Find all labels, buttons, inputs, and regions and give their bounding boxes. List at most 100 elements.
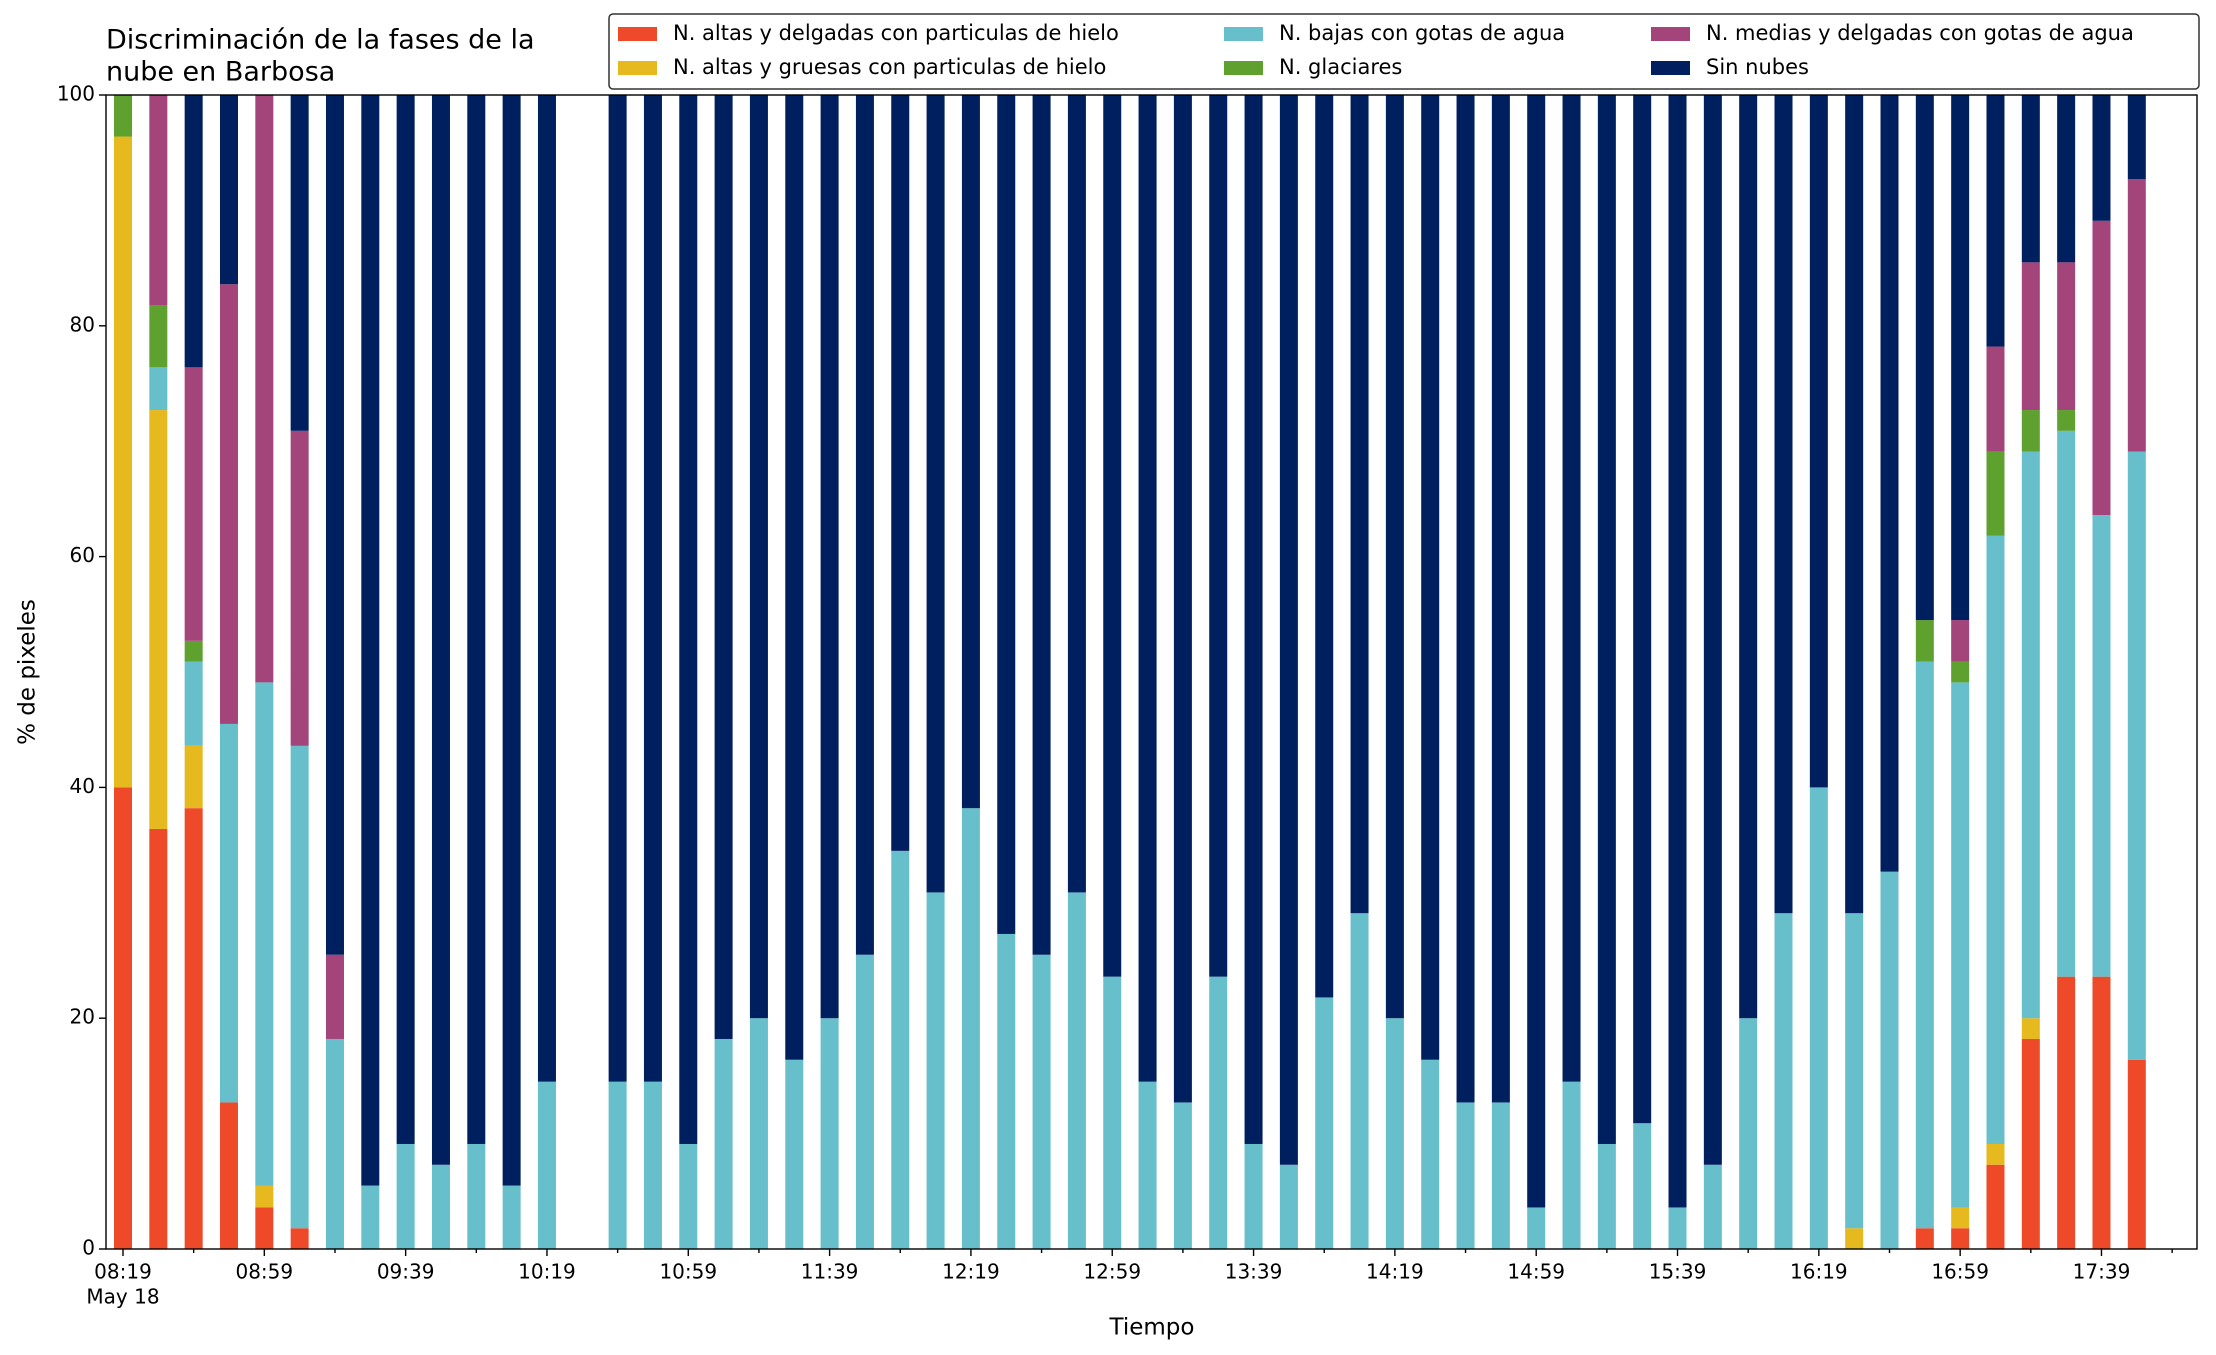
bar-segment	[184, 640, 203, 662]
bar-segment	[855, 95, 874, 955]
bar-segment	[1456, 1102, 1475, 1249]
x-tick-label: 13:39	[1225, 1260, 1283, 1284]
bar-segment	[855, 954, 874, 1249]
legend-label: N. bajas con gotas de agua	[1279, 21, 1565, 45]
x-tick-label: 15:39	[1649, 1260, 1707, 1284]
x-tick-label: 09:39	[377, 1260, 435, 1284]
bar-segment	[1845, 1228, 1864, 1249]
bar-segment	[1951, 661, 1970, 683]
bar-segment	[961, 95, 980, 809]
bar-segment	[926, 892, 945, 1249]
bar-segment	[1986, 1164, 2005, 1249]
bar-segment	[2057, 95, 2076, 263]
bar-segment	[149, 410, 168, 829]
bar-segment	[749, 1018, 768, 1249]
bar-segment	[714, 95, 733, 1039]
bar-segment	[1774, 913, 1793, 1249]
bar-segment	[749, 95, 768, 1019]
bar-segment	[1350, 95, 1369, 914]
bar-segment	[608, 1081, 627, 1249]
bar-segment	[1067, 892, 1086, 1249]
legend-label: N. medias y delgadas con gotas de agua	[1706, 21, 2134, 45]
bar-segment	[961, 808, 980, 1249]
bar-segment	[255, 1185, 274, 1208]
bar-segment	[184, 367, 203, 641]
y-tick-label: 100	[57, 82, 95, 106]
bar-segment	[714, 1038, 733, 1249]
bar-segment	[114, 787, 132, 1249]
bar-segment	[1103, 95, 1122, 977]
bar-segment	[114, 95, 132, 137]
y-tick-label: 40	[70, 774, 95, 798]
bar-segment	[1668, 95, 1687, 1208]
bar-segment	[184, 661, 203, 746]
y-tick-label: 20	[70, 1005, 95, 1029]
bar-segment	[1597, 95, 1616, 1144]
bar-segment	[643, 1081, 662, 1249]
bar-segment	[2127, 95, 2146, 180]
date-label: May 18	[86, 1285, 159, 1309]
bar-segment	[149, 95, 168, 306]
bar-segment	[1173, 1102, 1192, 1249]
bar-segment	[679, 1143, 698, 1249]
bar-segment	[1915, 661, 1934, 1229]
x-tick-label: 08:59	[235, 1260, 293, 1284]
bar-segment	[785, 1059, 804, 1249]
bar-segment	[1103, 976, 1122, 1249]
bar-segment	[1244, 95, 1263, 1144]
bar-segment	[290, 95, 309, 431]
bar-segment	[114, 136, 132, 788]
bar-segment	[2021, 95, 2040, 263]
bar-segment	[2092, 220, 2111, 516]
bar-segment	[1244, 1143, 1263, 1249]
bar-segment	[502, 1185, 521, 1249]
bar-segment	[290, 745, 309, 1229]
bar-segment	[1880, 95, 1899, 872]
bar-segment	[325, 1038, 344, 1249]
bar-segment	[891, 850, 910, 1249]
bar-segment	[1880, 871, 1899, 1249]
bar-segment	[1951, 682, 1970, 1208]
bar-segment	[325, 95, 344, 955]
bar-segment	[1915, 1228, 1934, 1249]
x-tick-label: 17:39	[2073, 1260, 2131, 1284]
bar-segment	[2021, 262, 2040, 411]
bar-segment	[502, 95, 521, 1186]
bar-segment	[2127, 179, 2146, 452]
bar-segment	[2092, 515, 2111, 977]
x-tick-label: 08:19	[94, 1260, 152, 1284]
bar-segment	[1350, 913, 1369, 1249]
bar-segment	[537, 1081, 556, 1249]
bar-segment	[1809, 787, 1828, 1249]
bar-segment	[1067, 95, 1086, 893]
bar-segment	[361, 1185, 380, 1249]
bar-segment	[1279, 95, 1298, 1165]
bar-segment	[1491, 1102, 1510, 1249]
legend-box	[608, 13, 2200, 90]
x-tick-label: 11:39	[801, 1260, 859, 1284]
chart-title: Discriminación de la fases de la	[106, 25, 535, 56]
bar-segment	[219, 284, 238, 724]
bar-segment	[1986, 346, 2005, 452]
bar-segment	[997, 95, 1016, 934]
bar-segment	[2021, 451, 2040, 1019]
bar-segment	[1173, 95, 1192, 1103]
bar-segment	[1951, 1207, 1970, 1229]
bar-segment	[255, 95, 274, 683]
bar-segment	[1845, 913, 1864, 1229]
bar-segment	[1986, 535, 2005, 1144]
bar-segment	[1209, 976, 1228, 1249]
bar-segment	[2092, 976, 2111, 1249]
bar-segment	[1986, 1143, 2005, 1165]
bar-segment	[467, 1143, 486, 1249]
bar-segment	[1032, 95, 1051, 955]
bar-segment	[997, 933, 1016, 1249]
bar-segment	[2057, 976, 2076, 1249]
bar-segment	[184, 745, 203, 809]
bar-segment	[431, 1164, 450, 1249]
y-tick-label: 60	[70, 543, 95, 567]
bar-segment	[2127, 451, 2146, 1060]
legend-label: N. altas y gruesas con particulas de hie…	[673, 55, 1106, 79]
bar-segment	[608, 95, 627, 1082]
x-axis-label: Tiempo	[1109, 1315, 1195, 1341]
